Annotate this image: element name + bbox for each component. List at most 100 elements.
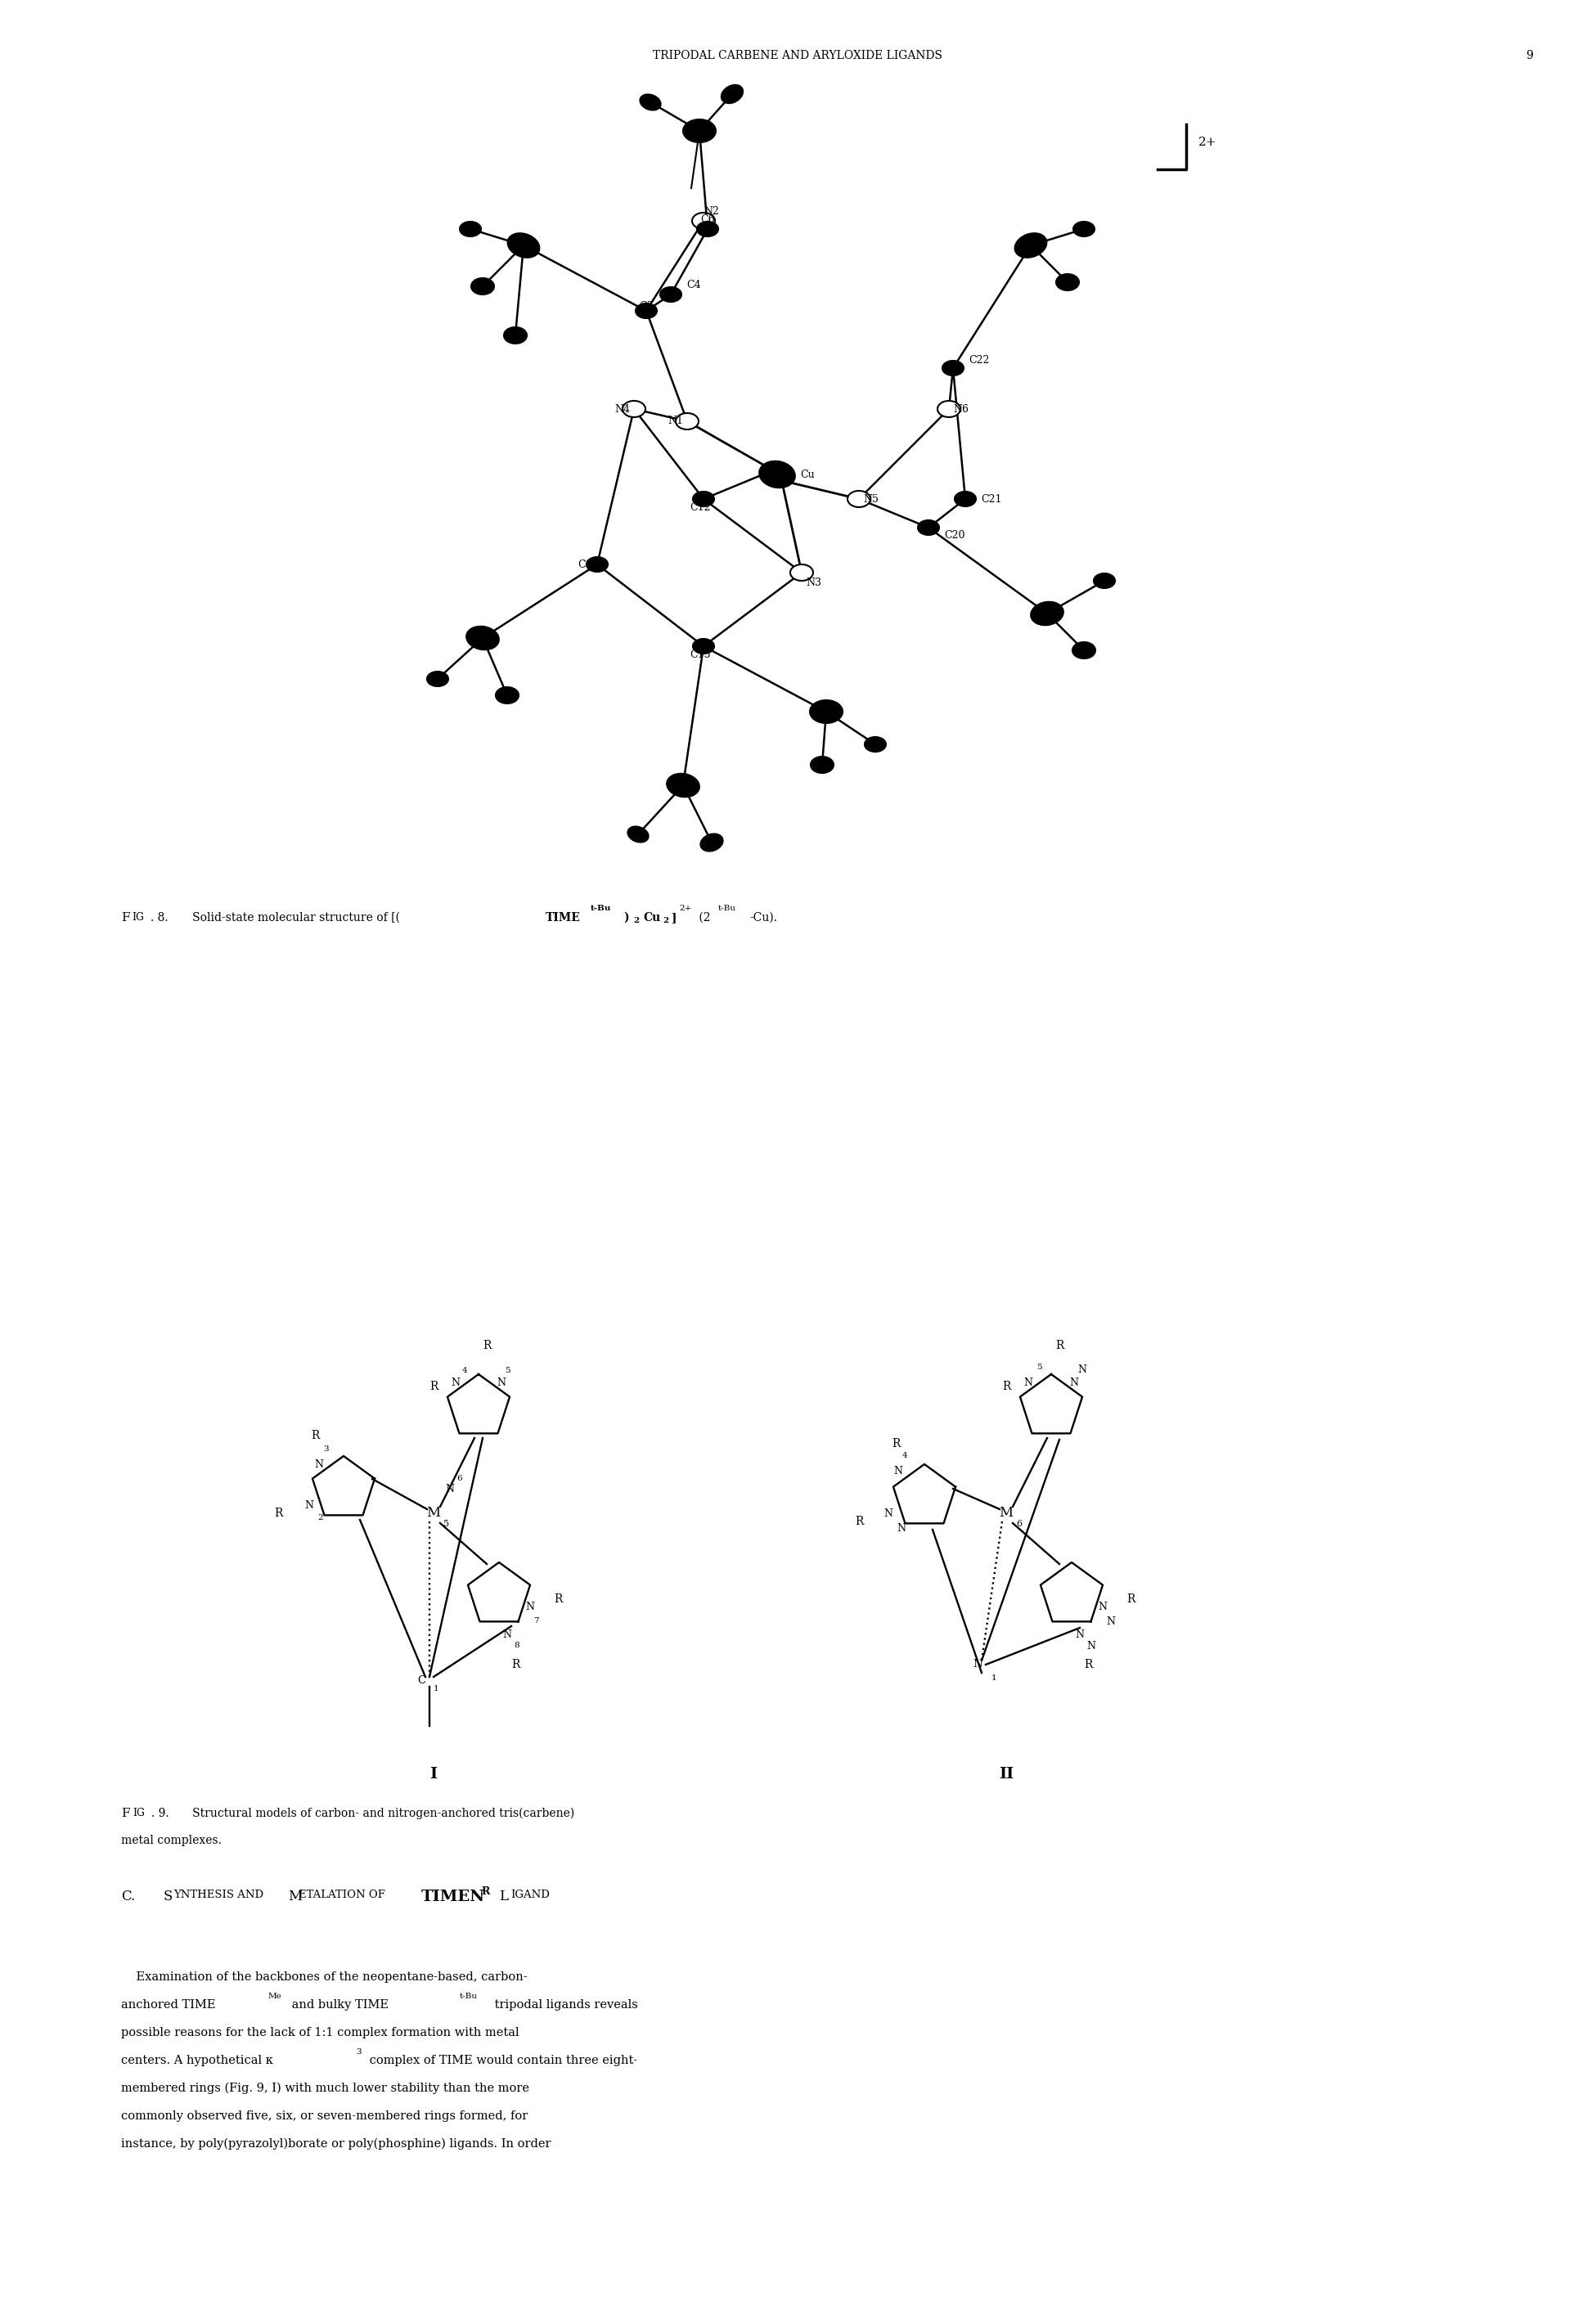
Ellipse shape [693,213,715,230]
Ellipse shape [790,564,812,580]
Ellipse shape [811,756,833,772]
Ellipse shape [847,492,870,508]
Text: C21: C21 [982,494,1002,503]
Text: t-Bu: t-Bu [718,904,736,911]
Text: C20: C20 [943,531,966,540]
Text: R: R [1002,1380,1010,1391]
Ellipse shape [954,492,975,506]
Text: L: L [500,1890,508,1904]
Text: 5: 5 [1036,1364,1042,1371]
Text: anchored TIME: anchored TIME [121,1999,215,2011]
Text: M: M [426,1507,440,1521]
Text: N4: N4 [614,404,630,415]
Text: R: R [480,1885,490,1897]
Text: 7: 7 [533,1619,539,1626]
Text: 6: 6 [1017,1519,1021,1528]
Ellipse shape [675,413,699,429]
Text: 1: 1 [991,1674,997,1681]
Text: N: N [445,1484,455,1493]
Text: N3: N3 [806,577,822,587]
Text: R: R [429,1380,437,1391]
Text: N: N [1106,1616,1116,1626]
Text: 9: 9 [1526,51,1534,60]
Ellipse shape [693,492,713,506]
Ellipse shape [1057,274,1079,290]
Text: II: II [999,1767,1013,1781]
Text: membered rings (Fig. 9, I) with much lower stability than the more: membered rings (Fig. 9, I) with much low… [121,2082,530,2094]
Ellipse shape [1073,642,1095,659]
Text: C5: C5 [640,301,654,313]
Text: S: S [164,1890,172,1904]
Text: Cu: Cu [800,468,814,480]
Text: C: C [417,1677,426,1686]
Text: possible reasons for the lack of 1:1 complex formation with metal: possible reasons for the lack of 1:1 com… [121,2027,519,2038]
Text: 2+: 2+ [1199,137,1216,148]
Text: 2: 2 [634,916,638,925]
Ellipse shape [697,223,718,237]
Text: C.: C. [121,1890,136,1904]
Text: 3: 3 [356,2048,361,2055]
Text: N: N [1069,1377,1079,1387]
Text: C4: C4 [686,278,701,290]
Text: TIME: TIME [546,911,581,923]
Text: N: N [503,1628,512,1640]
Text: N: N [1098,1602,1108,1612]
Text: N2: N2 [704,206,718,216]
Text: R: R [275,1507,282,1519]
Ellipse shape [471,278,495,295]
Text: ]: ] [670,911,677,923]
Text: 2: 2 [662,916,669,925]
Text: C12: C12 [689,501,710,512]
Text: F: F [121,1809,129,1818]
Text: Me: Me [268,1992,282,1999]
Text: R: R [554,1593,562,1605]
Text: N: N [496,1377,506,1387]
Text: IG: IG [132,1809,145,1818]
Text: C13: C13 [689,649,710,659]
Text: TRIPODAL CARBENE AND ARYLOXIDE LIGANDS: TRIPODAL CARBENE AND ARYLOXIDE LIGANDS [653,51,942,60]
Text: N: N [1087,1640,1095,1651]
Text: R: R [1084,1658,1092,1670]
Ellipse shape [721,86,742,102]
Text: 4: 4 [463,1366,468,1373]
Text: N1: N1 [667,415,683,427]
Text: F: F [121,911,129,923]
Ellipse shape [504,327,527,343]
Ellipse shape [701,835,723,851]
Ellipse shape [635,304,658,318]
Text: N: N [974,1660,982,1670]
Text: t-Bu: t-Bu [460,1992,477,1999]
Text: . 8.: . 8. [150,911,168,923]
Ellipse shape [1073,223,1095,237]
Text: . 9.: . 9. [152,1809,169,1818]
Text: -Cu).: -Cu). [750,911,777,923]
Ellipse shape [1031,603,1063,626]
Text: R: R [1127,1593,1135,1605]
Text: Solid-state molecular structure of [(: Solid-state molecular structure of [( [182,911,401,923]
Text: R: R [1055,1340,1063,1352]
Text: IGAND: IGAND [511,1890,549,1899]
Ellipse shape [627,826,648,842]
Text: N6: N6 [953,404,969,415]
Text: tripodal ligands reveals: tripodal ligands reveals [492,1999,638,2011]
Text: R: R [511,1658,520,1670]
Ellipse shape [661,288,681,301]
Text: R: R [482,1340,492,1352]
Ellipse shape [693,638,713,654]
Text: N: N [897,1524,905,1533]
Text: 1: 1 [434,1686,439,1693]
Text: YNTHESIS AND: YNTHESIS AND [174,1890,267,1899]
Ellipse shape [1015,234,1047,257]
Ellipse shape [460,223,480,237]
Ellipse shape [640,95,661,109]
Text: N: N [305,1500,314,1510]
Text: R: R [855,1517,863,1528]
Ellipse shape [918,519,938,536]
Text: M: M [999,1507,1013,1521]
Text: C22: C22 [969,355,990,364]
Ellipse shape [942,362,964,376]
Text: 2+: 2+ [678,904,691,911]
Text: I: I [429,1767,437,1781]
Text: N: N [1076,1628,1084,1640]
Text: and bulky TIME: and bulky TIME [287,1999,388,2011]
